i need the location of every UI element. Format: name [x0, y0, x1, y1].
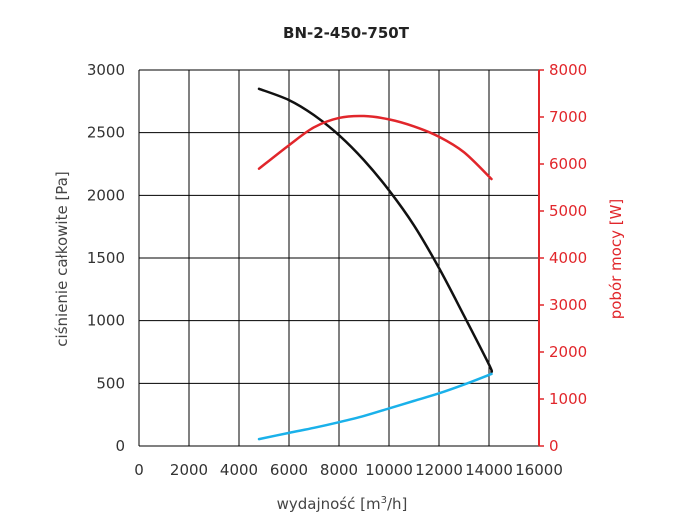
- y-right-tick-label: 4000: [549, 249, 587, 267]
- chart-title: BN-2-450-750T: [283, 24, 410, 42]
- y-axis-ticks: 0 500 1000 1500 2000 2500 3000: [87, 61, 125, 455]
- x-tick-label: 6000: [270, 461, 308, 479]
- y-axis-right-ticks: 0 1000 2000 3000 4000 5000 6000 7000 8000: [538, 61, 587, 455]
- y-tick-label: 3000: [87, 61, 125, 79]
- y-right-tick-label: 3000: [549, 296, 587, 314]
- x-tick-label: 12000: [415, 461, 463, 479]
- x-tick-label: 14000: [465, 461, 513, 479]
- y-tick-label: 1500: [87, 249, 125, 267]
- x-tick-label: 16000: [515, 461, 563, 479]
- x-tick-label: 4000: [220, 461, 258, 479]
- x-tick-label: 8000: [320, 461, 358, 479]
- y-right-tick-label: 1000: [549, 390, 587, 408]
- y-right-tick-label: 0: [549, 437, 559, 455]
- series-line-pressure: [257, 87, 494, 374]
- y-tick-label: 2000: [87, 186, 125, 204]
- x-axis-ticks: 0 2000 4000 6000 8000 10000 12000 14000 16000: [134, 461, 563, 479]
- x-tick-label: 0: [134, 461, 144, 479]
- y-axis-label: ciśnienie całkowite [Pa]: [53, 171, 71, 346]
- y-tick-label: 1000: [87, 312, 125, 330]
- x-axis-label: wydajność [m3/h]: [277, 495, 408, 513]
- y-tick-label: 500: [96, 374, 125, 392]
- x-tick-label: 10000: [365, 461, 413, 479]
- y-tick-label: 2500: [87, 124, 125, 142]
- series-line-system: [257, 372, 493, 441]
- y-tick-label: 0: [115, 437, 125, 455]
- series-group: [257, 87, 494, 441]
- y-right-tick-label: 6000: [549, 155, 587, 173]
- y-right-tick-label: 2000: [549, 343, 587, 361]
- y-right-tick-label: 5000: [549, 202, 587, 220]
- y-right-tick-label: 7000: [549, 108, 587, 126]
- y-axis-right-label: pobór mocy [W]: [607, 199, 625, 320]
- series-line-power: [257, 114, 493, 181]
- grid: [138, 69, 540, 447]
- y-right-tick-label: 8000: [549, 61, 587, 79]
- x-tick-label: 2000: [170, 461, 208, 479]
